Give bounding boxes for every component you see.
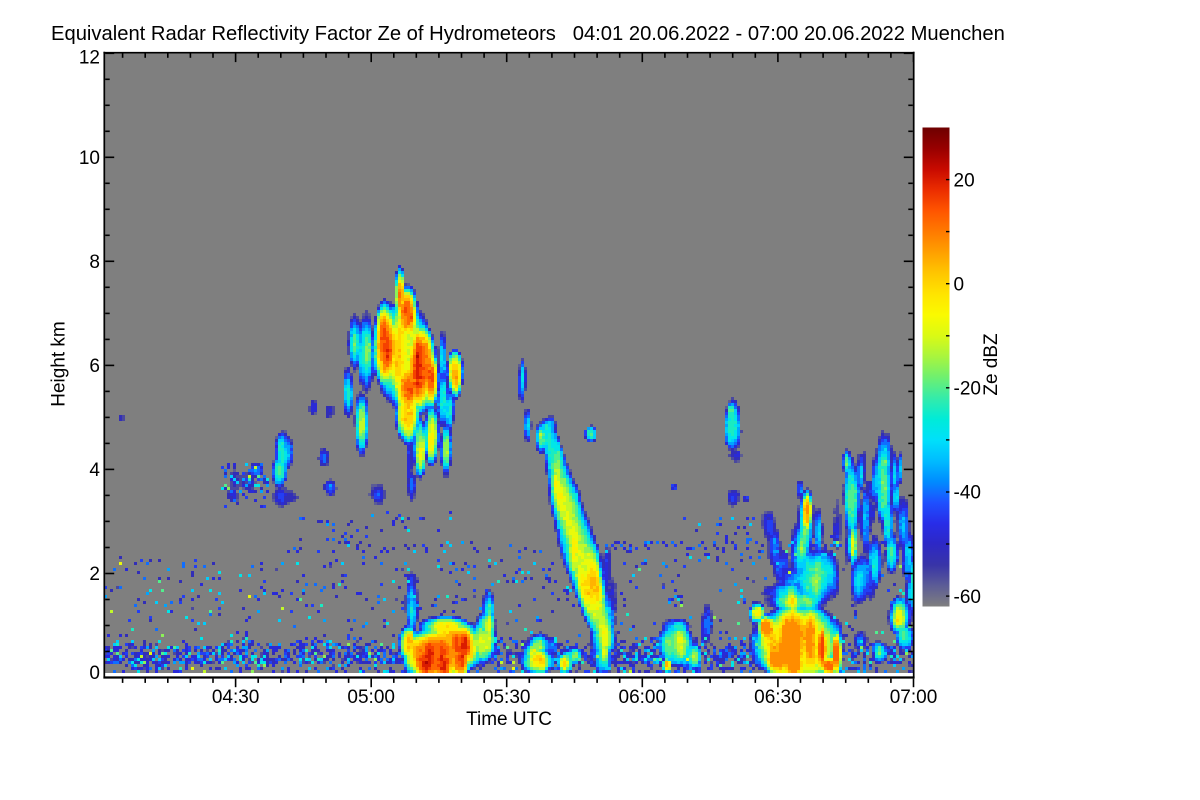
svg-text:05:30: 05:30 <box>483 687 531 708</box>
svg-text:Time UTC: Time UTC <box>466 709 552 730</box>
svg-text:Ze dBZ: Ze dBZ <box>981 333 1002 396</box>
svg-text:06:30: 06:30 <box>754 687 802 708</box>
svg-text:Equivalent Radar Reflectivity: Equivalent Radar Reflectivity Factor Ze … <box>51 23 1005 45</box>
svg-text:06:00: 06:00 <box>619 687 667 708</box>
svg-text:0: 0 <box>89 663 100 684</box>
svg-text:-20: -20 <box>954 379 981 400</box>
svg-text:8: 8 <box>89 252 100 273</box>
svg-text:2: 2 <box>89 564 100 585</box>
svg-text:4: 4 <box>89 460 100 481</box>
svg-text:Height km: Height km <box>49 321 70 407</box>
svg-text:-60: -60 <box>954 587 981 608</box>
svg-text:6: 6 <box>89 356 100 377</box>
svg-text:12: 12 <box>79 48 100 69</box>
svg-text:-40: -40 <box>954 483 981 504</box>
svg-text:07:00: 07:00 <box>890 687 938 708</box>
svg-text:05:00: 05:00 <box>347 687 395 708</box>
svg-text:20: 20 <box>954 170 975 191</box>
svg-text:04:30: 04:30 <box>212 687 260 708</box>
svg-text:10: 10 <box>79 148 100 169</box>
svg-text:0: 0 <box>954 274 965 295</box>
